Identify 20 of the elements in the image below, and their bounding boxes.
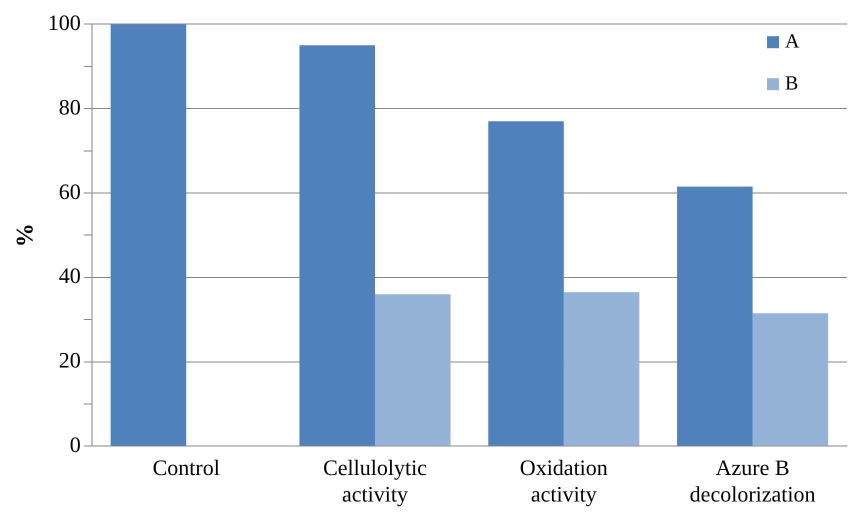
y-tick-label: 20 xyxy=(58,348,81,373)
bar xyxy=(299,45,375,446)
legend-label: B xyxy=(785,72,798,94)
x-tick-label: Cellulolytic activity xyxy=(323,455,428,507)
y-tick-label: 40 xyxy=(58,263,81,288)
bar xyxy=(488,121,564,446)
bar xyxy=(752,313,828,446)
y-tick-label: 60 xyxy=(58,178,81,204)
x-tick-label: Oxidation activity xyxy=(520,455,608,507)
y-tick-label: 0 xyxy=(70,432,81,457)
y-tick-label: 80 xyxy=(58,94,81,120)
bar xyxy=(564,292,640,446)
bar xyxy=(677,186,753,446)
legend-label: A xyxy=(785,30,800,52)
x-tick-label: Control xyxy=(152,455,220,480)
y-tick-label: 100 xyxy=(48,10,81,35)
bar xyxy=(375,294,451,446)
x-tick-label: Azure B decolorization xyxy=(690,455,816,507)
y-axis-title: % xyxy=(12,223,39,248)
bar xyxy=(110,24,186,446)
